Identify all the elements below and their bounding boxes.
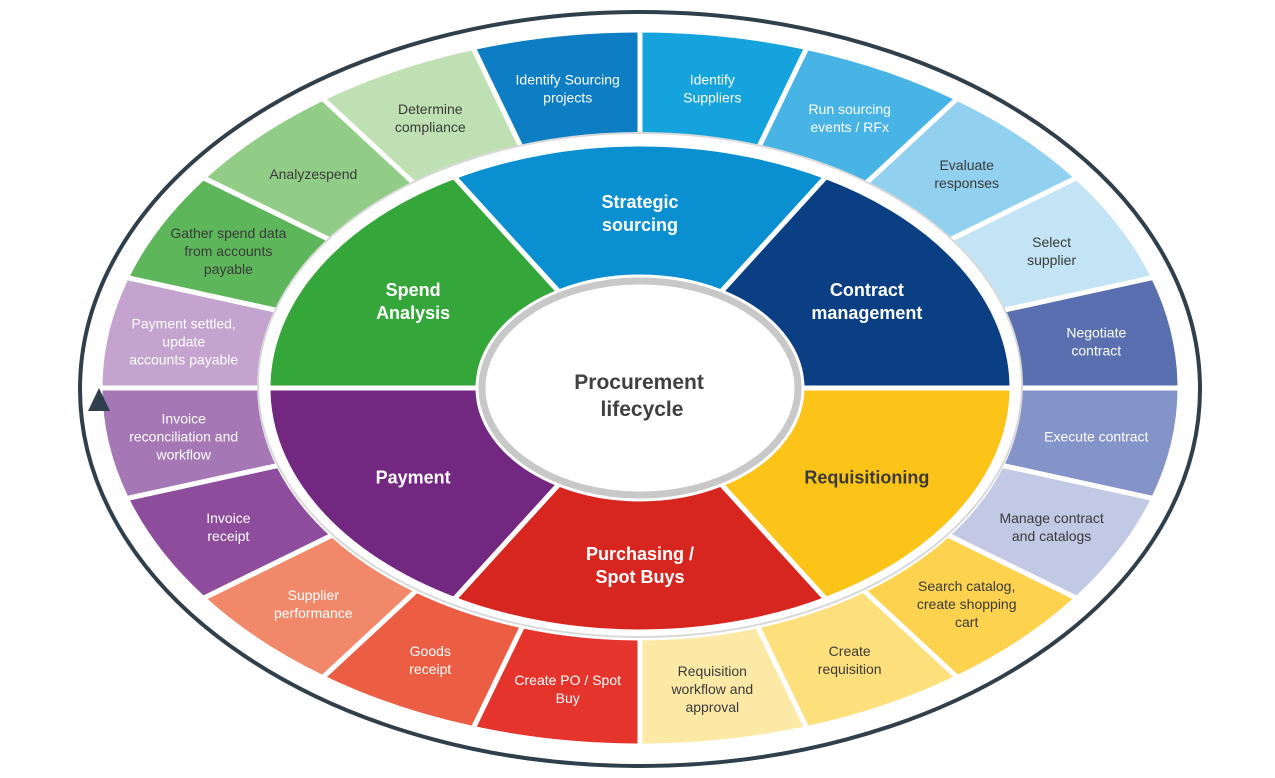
step-label-identify-suppliers-line-2: Suppliers — [683, 90, 741, 106]
step-label-gather-spend-data: Gather spend data from accounts payable — [170, 225, 286, 277]
step-label-run-sourcing-events-line-2: events / RFx — [810, 119, 889, 135]
step-label-select-supplier-line-2: supplier — [1027, 252, 1076, 268]
phase-label-payment: Payment — [376, 468, 451, 488]
phase-segment-purchasing-spot-buys — [451, 481, 829, 635]
phase-label-spend-analysis: Spend Analysis — [376, 280, 450, 323]
step-label-search-catalog-line-1: Search catalog, — [918, 578, 1015, 594]
step-label-determine-compliance-line-1: Determine — [398, 101, 463, 117]
step-label-run-sourcing-events: Run sourcing events / RFx — [808, 101, 891, 135]
step-label-goods-receipt-line-1: Goods — [410, 643, 451, 659]
step-label-negotiate-contract: Negotiate contract — [1066, 324, 1126, 358]
phase-labels: Strategic sourcing Contract management Requi… — [376, 192, 930, 587]
step-label-invoice-reconciliation-line-2: reconciliation and — [129, 429, 238, 445]
step-label-payment-settled-line-1: Payment settled, — [132, 315, 236, 331]
step-label-select-supplier: Select supplier — [1027, 234, 1076, 268]
step-label-run-sourcing-events-line-1: Run sourcing — [808, 101, 891, 117]
step-label-gather-spend-data-line-1: Gather spend data — [170, 225, 286, 241]
step-label-invoice-reconciliation: Invoice reconciliation and workflow — [129, 411, 238, 463]
step-label-identify-sourcing-projects-line-1: Identify Sourcing — [516, 72, 620, 88]
step-label-identify-suppliers: Identify Suppliers — [683, 72, 741, 106]
step-labels: Identify Suppliers Run sourcing events / RF… — [129, 72, 1148, 716]
step-label-create-po-spot-buy: Create PO / Spot Buy — [514, 672, 621, 706]
step-label-identify-suppliers-line-1: Identify — [690, 72, 735, 88]
center-label-line-1: Procurement — [574, 371, 704, 394]
step-label-identify-sourcing-projects: Identify Sourcing projects — [516, 72, 620, 106]
step-label-search-catalog-line-3: cart — [955, 614, 978, 630]
step-label-manage-contract-catalogs: Manage contract and catalogs — [999, 510, 1103, 544]
step-label-invoice-receipt-line-2: receipt — [207, 528, 249, 544]
phase-label-contract-management-line-2: management — [811, 303, 922, 323]
step-label-requisition-workflow-line-1: Requisition — [678, 663, 747, 679]
step-label-invoice-reconciliation-line-1: Invoice — [162, 411, 207, 427]
step-label-supplier-performance-line-1: Supplier — [288, 587, 340, 603]
cycle-arrowhead — [88, 388, 110, 411]
step-label-evaluate-responses: Evaluate responses — [934, 157, 999, 191]
step-label-create-po-spot-buy-line-1: Create PO / Spot — [514, 672, 621, 688]
step-label-evaluate-responses-line-1: Evaluate — [939, 157, 994, 173]
phase-label-payment-line-1: Payment — [376, 468, 451, 488]
phase-segment-contract-management — [718, 174, 1015, 391]
step-label-execute-contract: Execute contract — [1044, 429, 1148, 445]
step-label-create-requisition: Create requisition — [818, 643, 882, 677]
step-label-analyze-spend-line-1: Analyzespend — [269, 166, 357, 182]
step-label-search-catalog: Search catalog, create shopping cart — [917, 578, 1017, 630]
phase-label-requisitioning: Requisitioning — [804, 468, 929, 488]
step-label-analyze-spend: Analyzespend — [269, 166, 357, 182]
step-label-supplier-performance-line-2: performance — [274, 605, 353, 621]
phase-label-contract-management: Contract management — [811, 280, 922, 323]
step-label-goods-receipt: Goods receipt — [409, 643, 451, 677]
phase-label-contract-management-line-1: Contract — [830, 280, 904, 300]
step-label-identify-sourcing-projects-line-2: projects — [543, 90, 592, 106]
phase-segment-payment — [265, 385, 562, 602]
center-label-line-2: lifecycle — [601, 398, 684, 421]
step-label-determine-compliance: Determine compliance — [395, 101, 466, 135]
center-hub — [478, 277, 802, 499]
phase-label-spend-analysis-line-2: Analysis — [376, 303, 450, 323]
step-label-execute-contract-line-1: Execute contract — [1044, 429, 1148, 445]
step-label-requisition-workflow: Requisition workflow and approval — [670, 663, 753, 715]
step-label-goods-receipt-line-2: receipt — [409, 661, 451, 677]
step-label-determine-compliance-line-2: compliance — [395, 119, 466, 135]
step-label-manage-contract-catalogs-line-1: Manage contract — [999, 510, 1103, 526]
step-label-requisition-workflow-line-2: workflow and — [670, 681, 753, 697]
step-label-invoice-receipt: Invoice receipt — [206, 510, 251, 544]
step-label-negotiate-contract-line-2: contract — [1071, 342, 1121, 358]
outer-step-ring — [97, 27, 1183, 749]
phase-segment-strategic-sourcing — [451, 141, 829, 295]
step-label-payment-settled-line-3: accounts payable — [129, 351, 238, 367]
phase-ring — [265, 141, 1015, 635]
phase-label-requisitioning-line-1: Requisitioning — [804, 468, 929, 488]
step-label-gather-spend-data-line-3: payable — [204, 261, 253, 277]
phase-label-purchasing-spot-buys: Purchasing / Spot Buys — [586, 544, 694, 587]
phase-label-strategic-sourcing-line-2: sourcing — [602, 215, 678, 235]
step-label-supplier-performance: Supplier performance — [274, 587, 353, 621]
phase-label-purchasing-spot-buys-line-2: Spot Buys — [595, 567, 684, 587]
step-label-invoice-reconciliation-line-3: workflow — [155, 447, 211, 463]
step-label-payment-settled-line-2: update — [162, 333, 205, 349]
phase-label-strategic-sourcing-line-1: Strategic — [601, 192, 678, 212]
step-label-requisition-workflow-line-3: approval — [685, 699, 739, 715]
center-label: Procurement lifecycle — [574, 371, 709, 421]
step-label-manage-contract-catalogs-line-2: and catalogs — [1012, 528, 1091, 544]
phase-segment-requisitioning — [718, 385, 1015, 602]
step-label-payment-settled: Payment settled, update accounts payable — [129, 315, 238, 367]
step-label-create-requisition-line-2: requisition — [818, 661, 882, 677]
phase-label-spend-analysis-line-1: Spend — [386, 280, 441, 300]
step-label-negotiate-contract-line-1: Negotiate — [1066, 324, 1126, 340]
step-label-search-catalog-line-2: create shopping — [917, 596, 1017, 612]
step-label-gather-spend-data-line-2: from accounts — [184, 243, 272, 259]
phase-segment-spend-analysis — [265, 174, 562, 391]
outer-cycle-ring — [78, 10, 1202, 768]
step-label-select-supplier-line-1: Select — [1032, 234, 1071, 250]
step-label-create-requisition-line-1: Create — [829, 643, 871, 659]
phase-label-purchasing-spot-buys-line-1: Purchasing / — [586, 544, 694, 564]
phase-label-strategic-sourcing: Strategic sourcing — [601, 192, 678, 235]
step-label-invoice-receipt-line-1: Invoice — [206, 510, 251, 526]
step-label-create-po-spot-buy-line-2: Buy — [556, 690, 580, 706]
step-label-evaluate-responses-line-2: responses — [934, 175, 999, 191]
